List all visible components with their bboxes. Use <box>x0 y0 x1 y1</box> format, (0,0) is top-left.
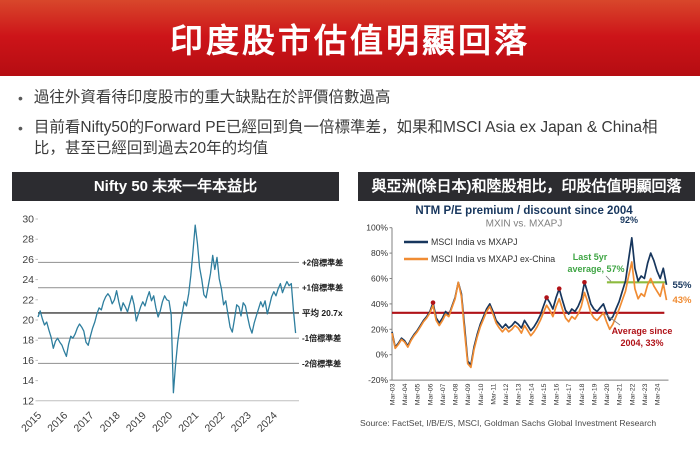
ref-line-label: +1倍標準差 <box>302 283 343 293</box>
x-tick-label: Mar-24 <box>655 383 662 405</box>
bullet-item: • 過往外資看待印度股市的重大缺點在於評價倍數過高 <box>18 88 686 108</box>
pe-premium-chart: NTM P/E premium / discount since 2004 MXI… <box>366 205 692 405</box>
last5yr-label-line1: Last 5yr <box>573 252 608 262</box>
chart-subtitle: MXIN vs. MXAPJ <box>486 219 563 230</box>
end-value-label: 43% <box>672 295 692 306</box>
x-tick-label: Mar-19 <box>591 383 598 405</box>
title-banner: 印度股市估值明顯回落 <box>0 0 700 76</box>
bullet-item: • 目前看Nifty50的Forward PE已經回到負一倍標準差，如果和MSC… <box>18 118 686 159</box>
y-tick-label: 22 <box>22 294 34 306</box>
ref-line-label: -2倍標準差 <box>302 358 341 368</box>
x-tick-label: 2022 <box>203 410 228 435</box>
y-tick-label: 26 <box>22 254 34 266</box>
x-tick-label: Mar-16 <box>554 383 561 405</box>
x-tick-label: 2019 <box>124 410 149 435</box>
average-leader-line <box>604 313 621 326</box>
end-value-label: 55% <box>672 280 692 291</box>
x-tick-label: Mar-10 <box>478 383 485 405</box>
bullet-text: 目前看Nifty50的Forward PE已經回到負一倍標準差，如果和MSCI … <box>33 119 658 157</box>
source-note: Source: FactSet, I/B/E/S, MSCI, Goldman … <box>360 418 657 428</box>
ref-line-label: 平均 20.7x <box>302 308 343 318</box>
x-tick-label: Mar-21 <box>617 383 624 405</box>
legend-label: MSCI India vs MXAPJ <box>431 237 518 247</box>
y-tick-label: 14 <box>22 375 34 387</box>
x-tick-label: 2015 <box>19 410 44 435</box>
x-tick-label: Mar-14 <box>528 383 535 405</box>
x-tick-label: Mar-22 <box>629 383 636 405</box>
left-chart-banner: Nifty 50 未來一年本益比 <box>12 172 339 201</box>
x-tick-label: 2023 <box>229 410 254 435</box>
peak-marker-dot <box>582 280 587 285</box>
y-tick-label: 0% <box>376 350 389 360</box>
x-tick-label: Mar-12 <box>503 383 510 405</box>
x-tick-label: Mar-20 <box>604 383 611 405</box>
y-tick-label: 60% <box>371 274 388 284</box>
y-tick-label: 28 <box>22 234 34 246</box>
bullet-list: • 過往外資看待印度股市的重大缺點在於評價倍數過高 • 目前看Nifty50的F… <box>18 88 686 169</box>
y-tick-label: 40% <box>371 299 388 309</box>
x-tick-label: 2016 <box>45 410 70 435</box>
x-tick-label: 2017 <box>72 410 97 435</box>
x-tick-label: Mar-04 <box>402 383 409 405</box>
y-tick-label: 80% <box>371 248 388 258</box>
india-vs-mxapj-exchina-line <box>391 261 668 369</box>
y-tick-label: 24 <box>22 274 34 286</box>
x-tick-label: Mar-07 <box>440 383 447 405</box>
peak-value-label: 92% <box>620 215 638 225</box>
y-tick-label: 20 <box>22 315 34 327</box>
peak-marker-dot <box>556 286 562 291</box>
last5yr-leader-line <box>605 275 612 282</box>
ref-line-label: -1倍標準差 <box>302 333 341 343</box>
right-chart-banner: 與亞洲(除日本)和陸股相比，印股估值明顯回落 <box>358 172 695 201</box>
peak-marker-dot <box>544 295 549 300</box>
y-tick-label: -20% <box>368 375 388 385</box>
y-tick-label: 12 <box>22 395 34 407</box>
ref-line-label: +2倍標準差 <box>302 257 343 267</box>
x-tick-label: 2024 <box>255 410 280 435</box>
bullet-icon: • <box>18 90 23 106</box>
x-tick-label: Mar-08 <box>453 383 460 405</box>
y-tick-label: 20% <box>371 324 388 334</box>
x-tick-label: Mar-18 <box>579 383 586 405</box>
x-tick-label: Mar-09 <box>465 383 472 405</box>
x-tick-label: Mar-15 <box>541 383 548 405</box>
y-tick-label: 100% <box>366 223 388 233</box>
chart-title: NTM P/E premium / discount since 2004 <box>415 205 633 217</box>
x-tick-label: Mar-23 <box>642 383 649 405</box>
x-tick-label: Mar-13 <box>516 383 523 405</box>
x-tick-label: 2020 <box>150 410 175 435</box>
x-tick-label: Mar-17 <box>566 383 573 405</box>
bullet-text: 過往外資看待印度股市的重大缺點在於評價倍數過高 <box>33 89 391 106</box>
x-tick-label: Mar-06 <box>427 383 434 405</box>
bullet-icon: • <box>18 120 23 137</box>
x-tick-label: Mar-05 <box>415 383 422 405</box>
x-tick-label: Mar-03 <box>390 383 397 405</box>
india-vs-mxapj-line <box>391 237 668 366</box>
last5yr-label-line2: average, 57% <box>567 264 624 274</box>
x-tick-label: 2018 <box>98 410 123 435</box>
x-tick-label: Mar-11 <box>490 383 497 404</box>
y-tick-label: 30 <box>22 214 34 226</box>
average-label-line1: Average since <box>612 326 673 336</box>
x-tick-label: 2021 <box>176 410 201 435</box>
y-tick-label: 16 <box>22 355 34 367</box>
peak-marker-dot <box>430 300 436 305</box>
y-tick-label: 18 <box>22 335 34 347</box>
average-label-line2: 2004, 33% <box>620 338 663 348</box>
legend-label: MSCI India vs MXAPJ ex-China <box>431 254 555 264</box>
nifty-pe-series-line <box>37 224 297 394</box>
slide-title: 印度股市估值明顯回落 <box>170 22 530 59</box>
